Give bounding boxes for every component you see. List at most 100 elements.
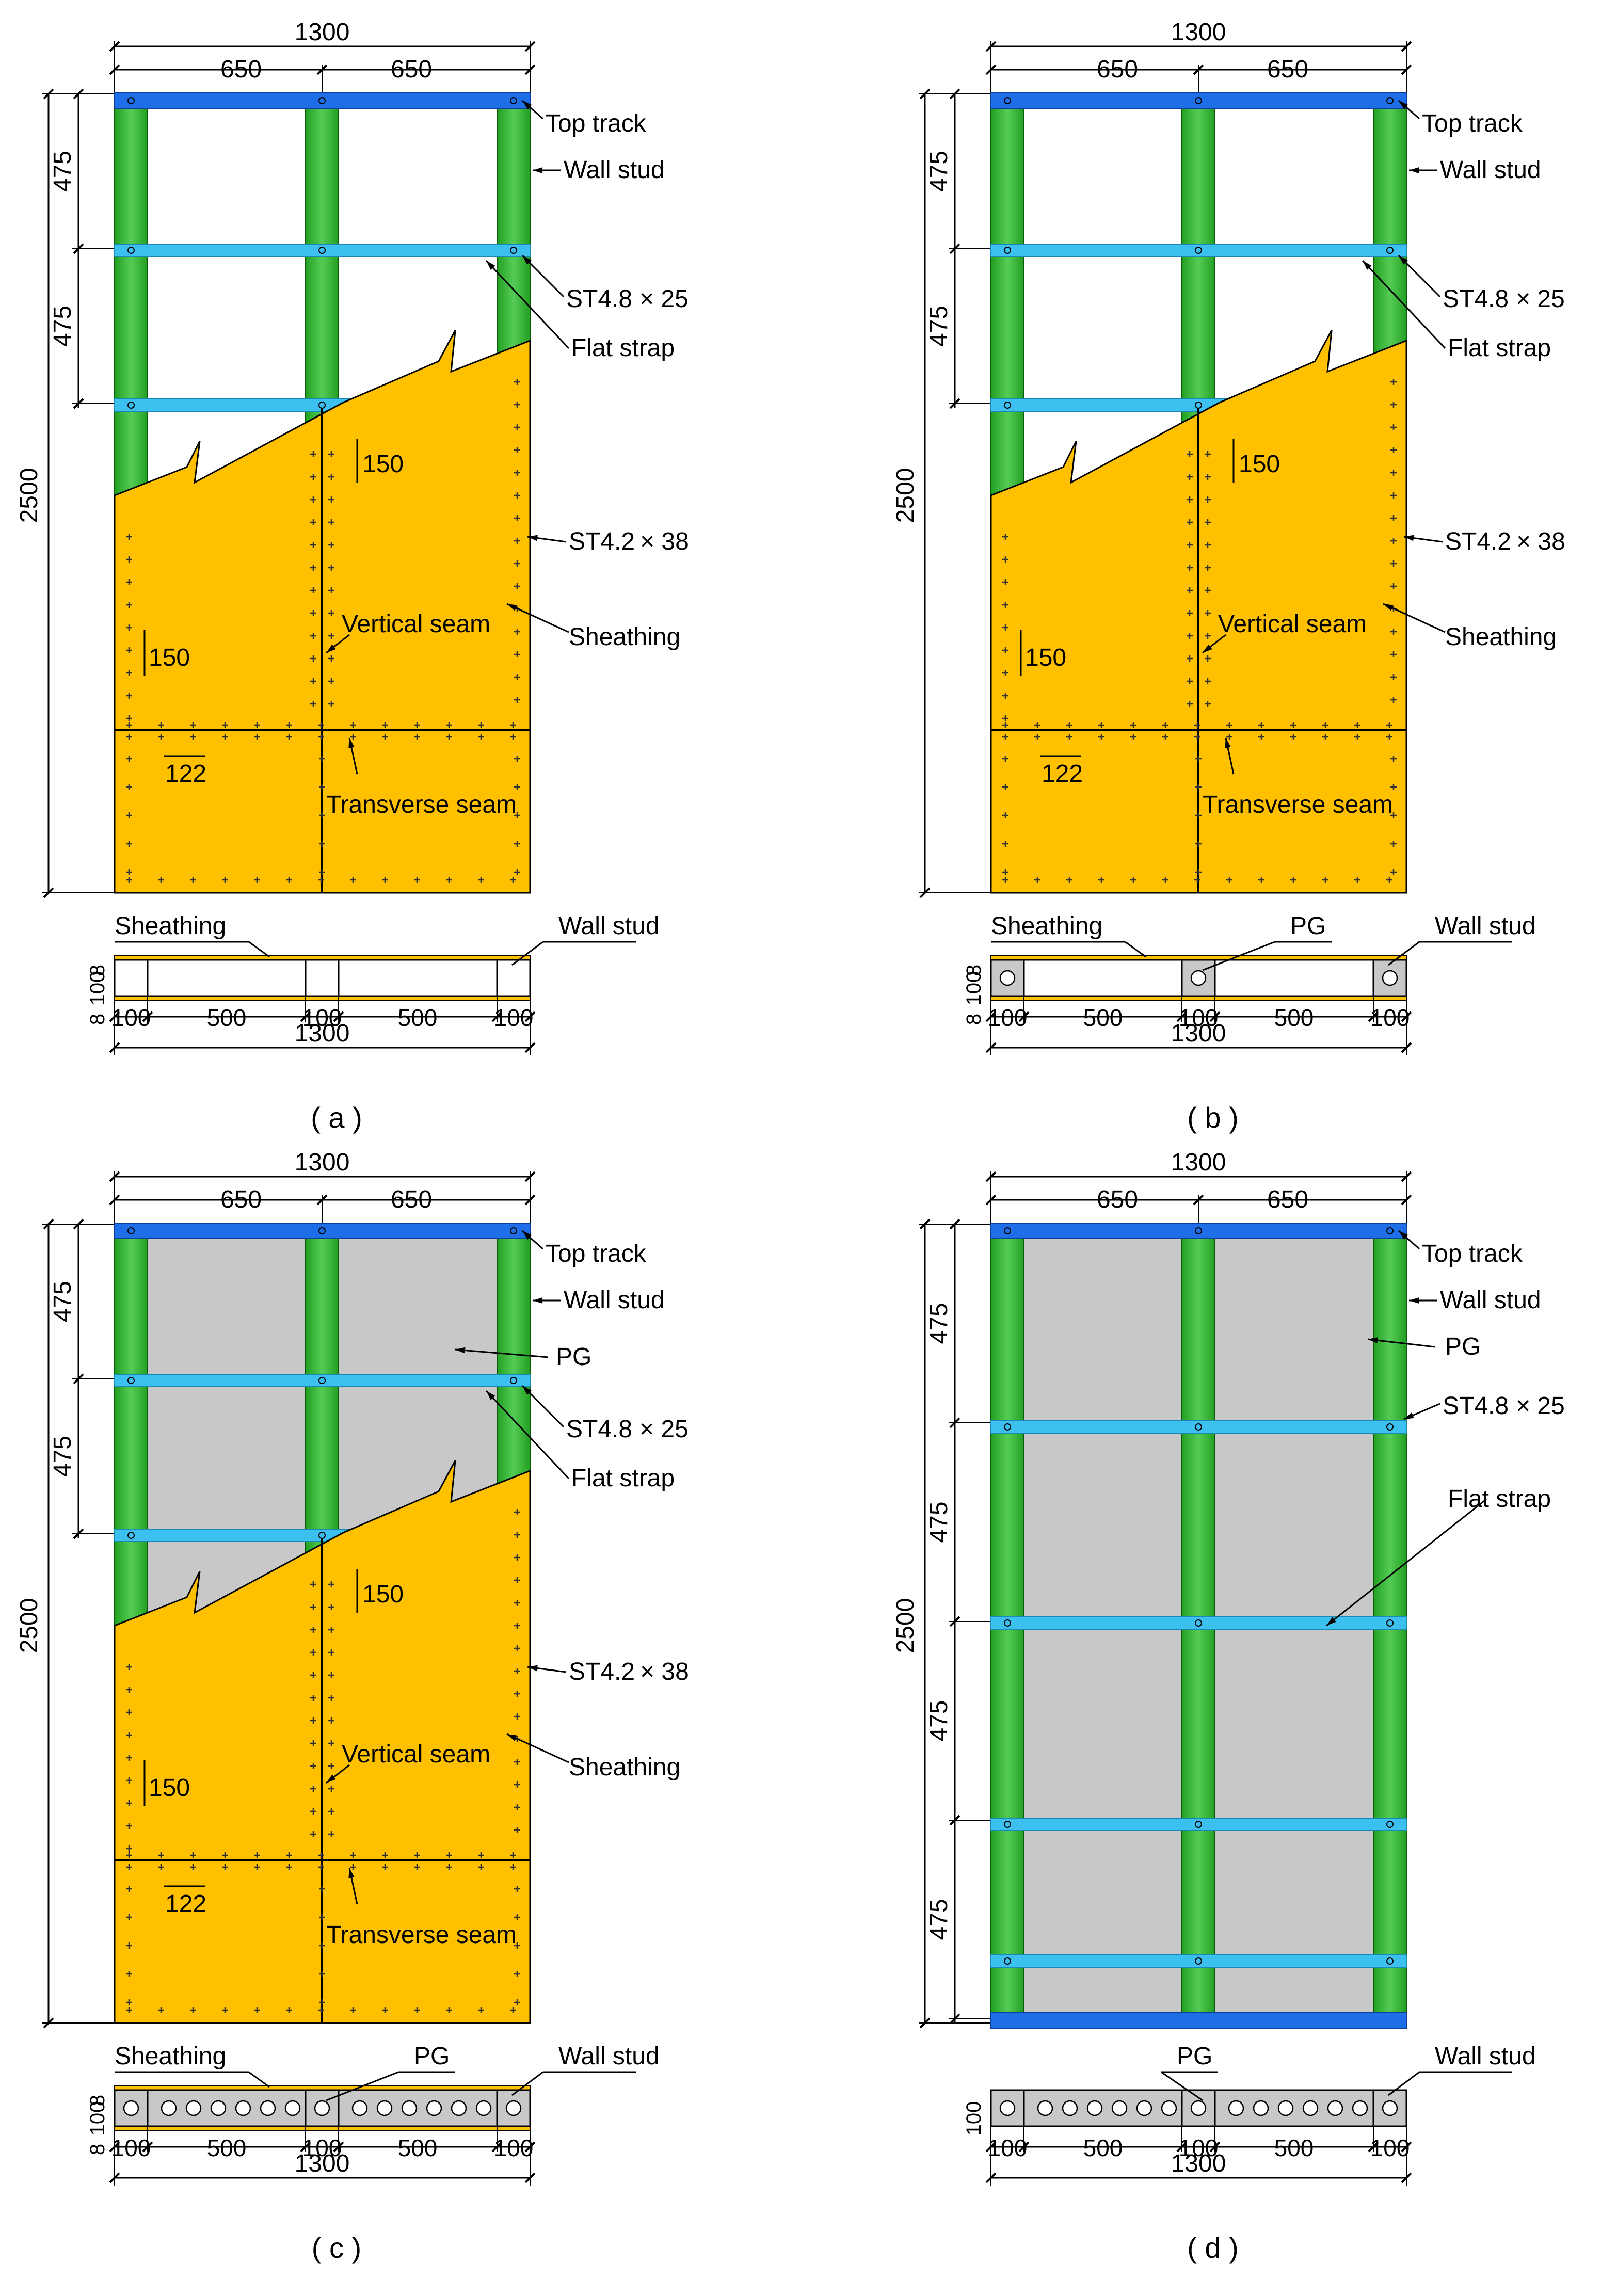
screw-mark: [1390, 812, 1397, 818]
screw-mark: [514, 651, 520, 657]
label-sheathing: Sheathing: [569, 1754, 680, 1781]
screw-mark: [254, 734, 260, 740]
screw-mark: [1187, 542, 1193, 548]
screw-mark: [1205, 587, 1211, 593]
screw-mark: [414, 722, 420, 728]
label-st42-size: ST4.2: [569, 1658, 635, 1685]
screw-mark: [510, 877, 516, 883]
screw-mark: [1098, 734, 1104, 740]
section-label-sheathing: Sheathing: [991, 912, 1102, 940]
screw-mark: [1195, 869, 1202, 875]
panel-caption: ( d ): [1187, 2231, 1239, 2264]
screw-mark: [318, 1852, 324, 1858]
screw-mark: [310, 1740, 316, 1746]
pg-hole: [1190, 970, 1207, 986]
dimension-row-2: 475: [925, 1501, 953, 1543]
screw-mark: [328, 451, 334, 457]
screw-mark: [1390, 492, 1397, 499]
screw-st48: [1004, 1227, 1011, 1234]
screw-mark: [310, 1808, 316, 1815]
screw-mark: [1187, 610, 1193, 616]
screw-mark: [126, 1914, 132, 1920]
screw-mark: [318, 877, 324, 883]
screw-mark: [328, 1740, 334, 1746]
screw-st48: [1386, 97, 1394, 104]
screw-mark: [514, 756, 520, 762]
screw-mark: [1205, 678, 1211, 684]
screw-mark: [414, 877, 420, 883]
leader-transverse-seam-arrowhead: [348, 738, 355, 748]
pg-hole: [999, 2100, 1016, 2116]
label-flat-strap: Flat strap: [1448, 1485, 1551, 1513]
screw-mark: [514, 1600, 520, 1606]
dimension-tick: [1401, 1194, 1412, 1206]
screw-mark: [1390, 756, 1397, 762]
screw-mark: [286, 877, 292, 883]
screw-mark: [1066, 877, 1072, 883]
section-dim-0: 100: [988, 1004, 1028, 1031]
label-st42-length: × 38: [1516, 528, 1565, 555]
leader-top-track-arrowhead: [522, 101, 532, 110]
screw-mark: [1002, 734, 1008, 740]
screw-mark: [1390, 629, 1397, 635]
screw-mark: [350, 1852, 356, 1858]
section-dim-4: 100: [494, 1004, 534, 1031]
screw-mark: [1226, 722, 1232, 728]
screw-mark: [1205, 542, 1211, 548]
label-st48-length: × 25: [1516, 285, 1565, 313]
screw-st48: [1386, 1423, 1394, 1431]
leader-flat-strap-arrowhead: [486, 261, 495, 270]
screw-mark: [350, 1864, 356, 1870]
dimension-total-width: 1300: [1171, 19, 1226, 46]
pg-hole: [1228, 2100, 1244, 2116]
screw-mark: [1322, 877, 1328, 883]
dimension-tick: [109, 1194, 120, 1206]
screw-mark: [510, 722, 516, 728]
top-track: [114, 1223, 531, 1239]
screw-mark: [1187, 496, 1193, 503]
screw-mark: [414, 1864, 420, 1870]
screw-mark: [514, 629, 520, 635]
label-st48-length: × 25: [639, 285, 689, 313]
screw-mark: [328, 1808, 334, 1815]
screw-mark: [1390, 841, 1397, 847]
screw-mark: [310, 1604, 316, 1610]
label-pg: PG: [1445, 1333, 1481, 1360]
screw-mark: [328, 610, 334, 616]
section-label-wall-stud: Wall stud: [1435, 912, 1536, 940]
screw-mark: [328, 474, 334, 480]
label-st48: ST4.8 × 25: [1443, 285, 1565, 313]
screw-mark: [514, 447, 520, 453]
flat-strap: [990, 1420, 1407, 1434]
dimension-tick: [524, 64, 536, 75]
screw-st48: [1386, 1227, 1394, 1234]
flat-strap: [990, 1954, 1407, 1968]
dimension-tick: [316, 64, 328, 75]
dimension-total-width: 1300: [295, 19, 350, 46]
screw-mark: [514, 841, 520, 847]
screw-mark: [510, 2007, 516, 2013]
leader-sheathing-arrowhead: [507, 1734, 517, 1741]
screw-mark: [1354, 734, 1360, 740]
label-st42: ST4.2 × 38: [1445, 528, 1565, 555]
screw-mark: [1226, 877, 1232, 883]
screw-st48: [1195, 1821, 1202, 1828]
screw-mark: [446, 2007, 452, 2013]
screw-st48: [127, 97, 135, 104]
dimension-tick: [109, 64, 120, 75]
pg-hole: [284, 2100, 301, 2116]
callouts: Top track Wall stud ST4.8 × 25 Flat strap ST4…: [326, 100, 689, 818]
screw-mark: [514, 784, 520, 790]
screw-mark: [328, 1649, 334, 1656]
leader-sheathing-arrowhead: [1383, 604, 1394, 611]
screw-mark: [1162, 734, 1168, 740]
screw-mark: [319, 784, 325, 790]
screw-mark: [478, 722, 484, 728]
screw-mark: [158, 734, 164, 740]
screw-mark: [310, 451, 316, 457]
screw-mark: [514, 470, 520, 476]
screw-mark: [478, 1852, 484, 1858]
label-vertical-seam: Vertical seam: [342, 1741, 490, 1768]
label-transverse-seam: Transverse seam: [1203, 791, 1393, 818]
